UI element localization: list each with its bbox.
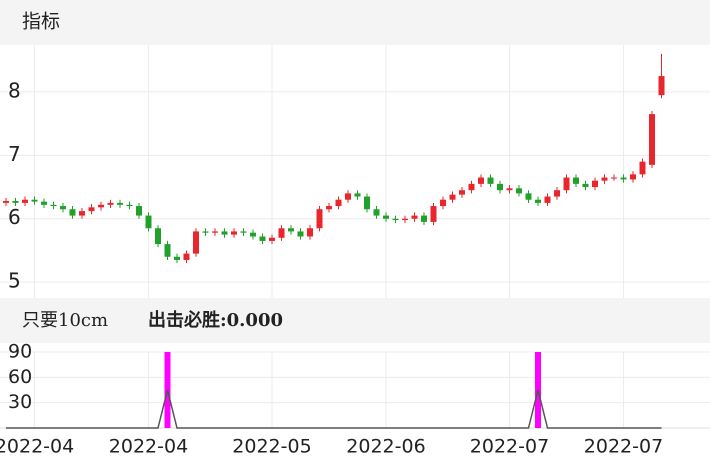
candle-body — [345, 193, 351, 200]
candle-body — [582, 183, 589, 188]
candle-body — [297, 231, 304, 237]
x-tick-label: 2022-06 — [346, 436, 425, 458]
candle-body — [611, 177, 617, 179]
y-tick-label: 6 — [8, 205, 21, 229]
candle-body — [269, 237, 275, 241]
candle-body — [478, 177, 484, 184]
candle-body — [639, 161, 646, 175]
candle-body — [183, 253, 190, 260]
candle-body — [240, 231, 247, 233]
candle-body — [117, 202, 123, 205]
candle-body — [107, 202, 114, 205]
candle-body — [69, 209, 76, 216]
candle-body — [630, 174, 636, 180]
candle-body — [278, 228, 285, 238]
y-tick-label: 7 — [8, 142, 21, 166]
candle-body — [554, 190, 560, 197]
candle-body — [525, 193, 532, 200]
candle-body — [535, 199, 541, 203]
candle-body — [79, 211, 85, 216]
candle-body — [250, 232, 256, 237]
candle-body — [3, 200, 9, 203]
candle-body — [649, 114, 655, 165]
indicator-line — [6, 389, 662, 429]
candle-body — [601, 177, 608, 181]
candle-body — [468, 183, 475, 191]
candle-body — [288, 228, 294, 232]
candle-body — [364, 196, 370, 210]
candle-body — [563, 177, 570, 191]
candle-body — [31, 199, 38, 202]
candle-body — [592, 180, 598, 188]
candle-body — [307, 228, 313, 237]
candle-body — [440, 199, 446, 207]
sub-header-band — [0, 298, 710, 343]
candle-body — [193, 231, 199, 254]
candle-body — [50, 204, 57, 207]
candle-body — [98, 204, 104, 208]
candle-body — [335, 199, 342, 207]
candle-body — [497, 183, 503, 191]
candle-body — [506, 188, 513, 191]
indicator-label: 只要10cm — [22, 310, 108, 331]
candle-body — [212, 231, 218, 233]
candle-body — [145, 215, 152, 229]
candle-body — [573, 177, 579, 184]
candle-body — [174, 256, 180, 260]
y-tick-label: 8 — [8, 78, 21, 102]
y-tick-label: 90 — [8, 341, 32, 363]
header-band — [0, 0, 710, 45]
candle-body — [60, 206, 66, 210]
candle-body — [430, 206, 437, 222]
candle-body — [88, 207, 95, 212]
candle-body — [202, 231, 209, 233]
candle-body — [326, 206, 332, 210]
y-tick-label: 30 — [8, 391, 32, 413]
candle-body — [421, 215, 427, 222]
candle-body — [383, 215, 389, 219]
x-tick-label: 2022-04 — [0, 436, 74, 458]
candle-body — [373, 209, 380, 216]
candle-body — [449, 194, 456, 200]
x-tick-label: 2022-04 — [109, 436, 188, 458]
candle-body — [155, 228, 161, 245]
candle-body — [411, 215, 418, 219]
candle-body — [316, 209, 323, 229]
indicator-value: 出击必胜:0.000 — [148, 309, 283, 331]
candle-body — [620, 177, 627, 180]
x-tick-label: 2022-07 — [470, 436, 549, 458]
candle-body — [12, 200, 19, 203]
candle-body — [221, 231, 228, 235]
candle-body — [402, 218, 408, 221]
candle-body — [136, 206, 142, 216]
candle-body — [259, 236, 266, 241]
candle-body — [126, 204, 133, 207]
candle-body — [658, 76, 665, 96]
candle-body — [487, 177, 494, 184]
candle-body — [354, 193, 361, 197]
candle-body — [459, 190, 465, 195]
candle-body — [22, 199, 28, 203]
y-tick-label: 5 — [8, 269, 21, 293]
candle-body — [516, 188, 522, 194]
candle-body — [231, 231, 237, 235]
x-tick-label: 2022-07 — [584, 436, 663, 458]
x-tick-label: 2022-05 — [232, 436, 311, 458]
candle-body — [544, 196, 551, 203]
candle-body — [41, 201, 47, 205]
panel-title: 指标 — [22, 11, 60, 33]
y-tick-label: 60 — [8, 366, 32, 388]
candle-body — [164, 244, 171, 257]
candle-body — [392, 218, 399, 221]
